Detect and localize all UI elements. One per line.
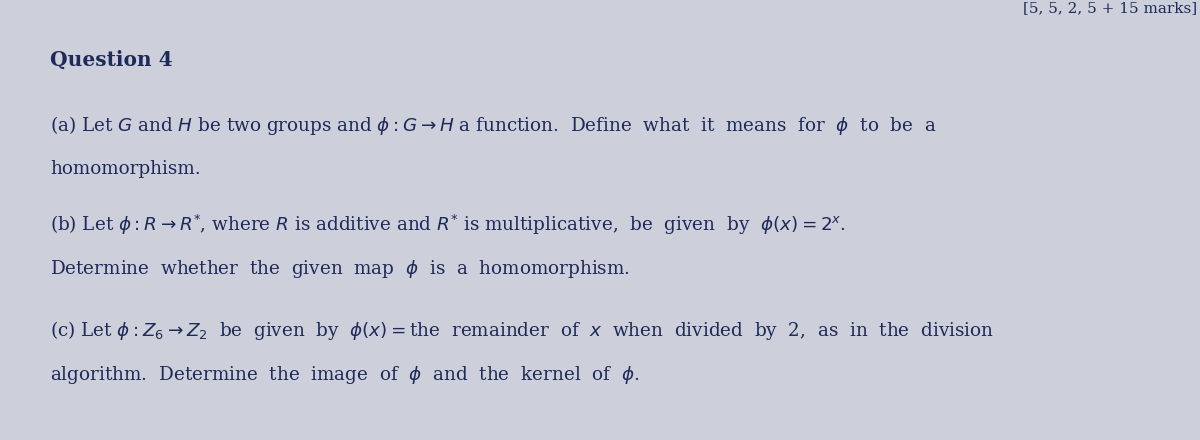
Text: (b) Let $\phi:R\rightarrow R^{*}$, where $R$ is additive and $R^{*}$ is multipli: (b) Let $\phi:R\rightarrow R^{*}$, where… (50, 213, 846, 237)
Text: homomorphism.: homomorphism. (50, 161, 202, 178)
Text: (a) Let $G$ and $H$ be two groups and $\phi:G\rightarrow H$ a function.  Define : (a) Let $G$ and $H$ be two groups and $\… (50, 114, 937, 137)
Text: algorithm.  Determine  the  image  of  $\phi$  and  the  kernel  of  $\phi$.: algorithm. Determine the image of $\phi$… (50, 364, 640, 386)
Text: Question 4: Question 4 (50, 49, 173, 70)
Text: (c) Let $\phi:Z_6\rightarrow Z_2$  be  given  by  $\phi(x)=$the  remainder  of  : (c) Let $\phi:Z_6\rightarrow Z_2$ be giv… (50, 319, 995, 342)
Text: Determine  whether  the  given  map  $\phi$  is  a  homomorphism.: Determine whether the given map $\phi$ i… (50, 258, 630, 280)
Text: [5, 5, 2, 5 + 15 marks]: [5, 5, 2, 5 + 15 marks] (1024, 1, 1198, 15)
